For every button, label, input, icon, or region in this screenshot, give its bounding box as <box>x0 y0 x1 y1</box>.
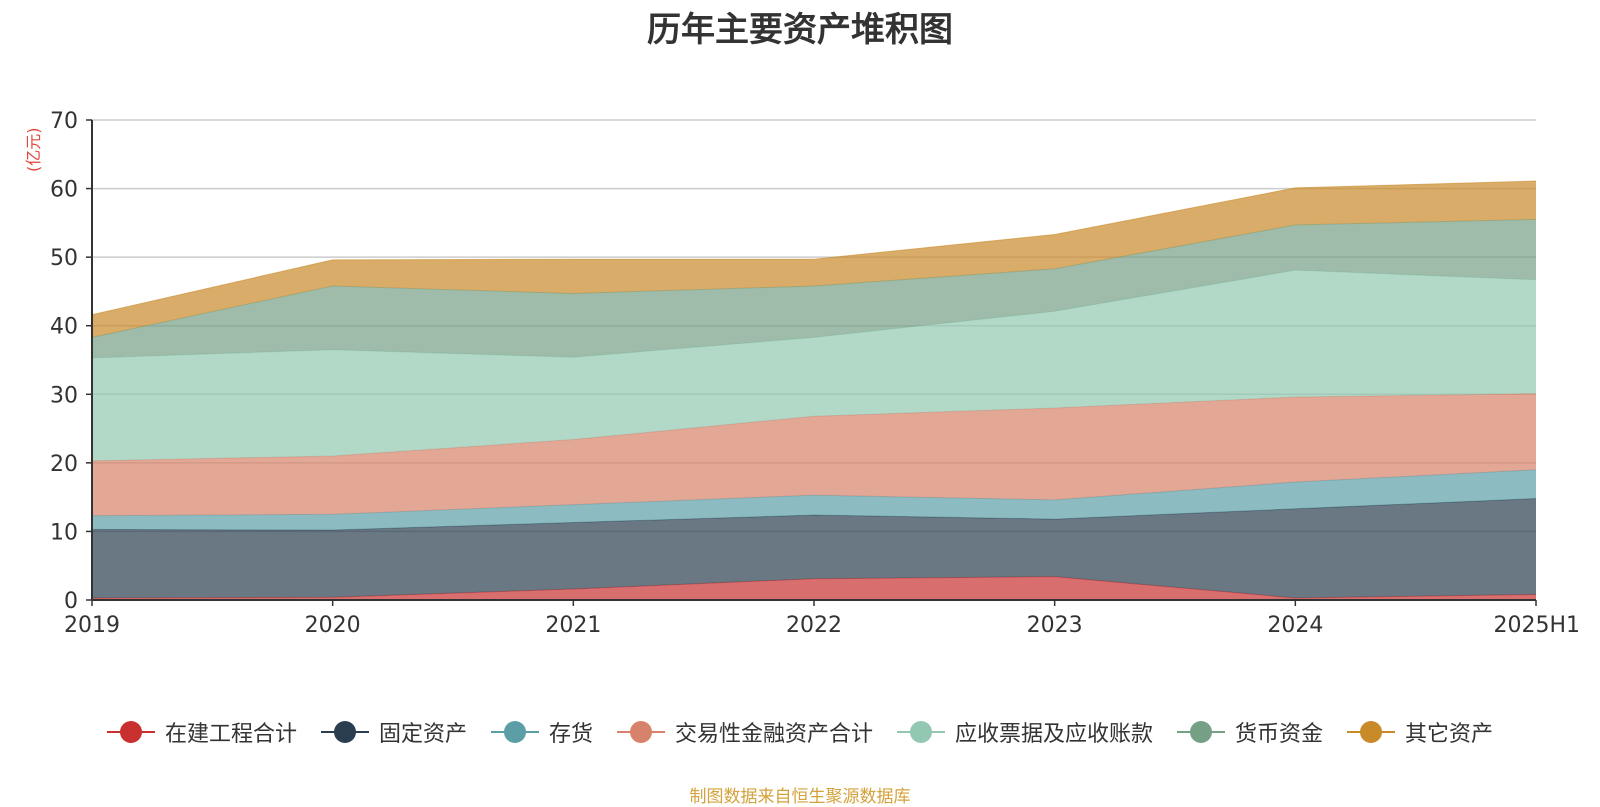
area-edge-6 <box>91 180 1537 316</box>
data-source-note: 制图数据来自恒生聚源数据库 <box>689 787 911 807</box>
area-series-0 <box>92 576 1536 600</box>
legend-label: 存货 <box>548 722 593 747</box>
y-tick-label: 10 <box>50 520 78 545</box>
legend-label: 货币资金 <box>1235 722 1324 747</box>
legend-label: 应收票据及应收账款 <box>955 722 1154 747</box>
legend-label: 交易性金融资产合计 <box>674 722 873 747</box>
area-series-2 <box>92 469 1536 531</box>
area-edge-3 <box>91 393 1537 462</box>
legend-item[interactable]: 存货 <box>490 716 593 748</box>
area-series-1 <box>92 498 1536 598</box>
x-tick-label: 2021 <box>545 613 601 638</box>
legend-marker-icon <box>1177 720 1226 744</box>
legend-marker-icon <box>1347 720 1396 744</box>
x-tick-label: 2019 <box>64 613 120 638</box>
x-tick-label: 2024 <box>1267 613 1323 638</box>
legend-label: 在建工程合计 <box>164 722 297 747</box>
legend-label: 其它资产 <box>1405 722 1494 747</box>
legend-marker-icon <box>106 720 155 744</box>
area-series-3 <box>92 393 1536 516</box>
y-tick-label: 30 <box>50 383 78 408</box>
y-tick-label: 50 <box>50 246 78 271</box>
y-tick-label: 60 <box>50 178 78 203</box>
legend-item[interactable]: 固定资产 <box>320 716 467 748</box>
legend-marker-icon <box>490 720 539 744</box>
legend-marker-icon <box>616 720 665 744</box>
legend-item[interactable]: 应收票据及应收账款 <box>897 716 1153 748</box>
area-series-4 <box>92 270 1536 461</box>
y-tick-label: 40 <box>50 315 78 340</box>
x-tick-label: 2025H1 <box>1493 613 1580 638</box>
legend-item[interactable]: 其它资产 <box>1347 716 1493 748</box>
stacked-area-chart: 0 10 20 30 40 50 60 70 2019 2020 2021 2022 2023 2024 2… <box>50 109 1580 638</box>
x-tick-label: 2020 <box>305 613 361 638</box>
x-tick-label: 2022 <box>786 613 842 638</box>
x-tick-label: 2023 <box>1027 613 1083 638</box>
legend-item[interactable]: 在建工程合计 <box>106 716 297 748</box>
legend: 在建工程合计 固定资产 存货 交易性金融资产合计 应收票据及应收账款 货币资金 其它资产 <box>0 716 1600 748</box>
legend-label: 固定资产 <box>378 722 467 747</box>
chart-title: 历年主要资产堆积图 <box>647 10 953 50</box>
y-tick-label: 70 <box>50 109 78 134</box>
legend-marker-icon <box>320 720 369 744</box>
legend-item[interactable]: 货币资金 <box>1177 716 1323 748</box>
legend-item[interactable]: 交易性金融资产合计 <box>616 716 873 748</box>
legend-marker-icon <box>897 720 945 744</box>
area-series-5 <box>92 219 1536 358</box>
y-tick-label: 20 <box>50 452 78 477</box>
y-tick-label: 0 <box>64 589 78 614</box>
